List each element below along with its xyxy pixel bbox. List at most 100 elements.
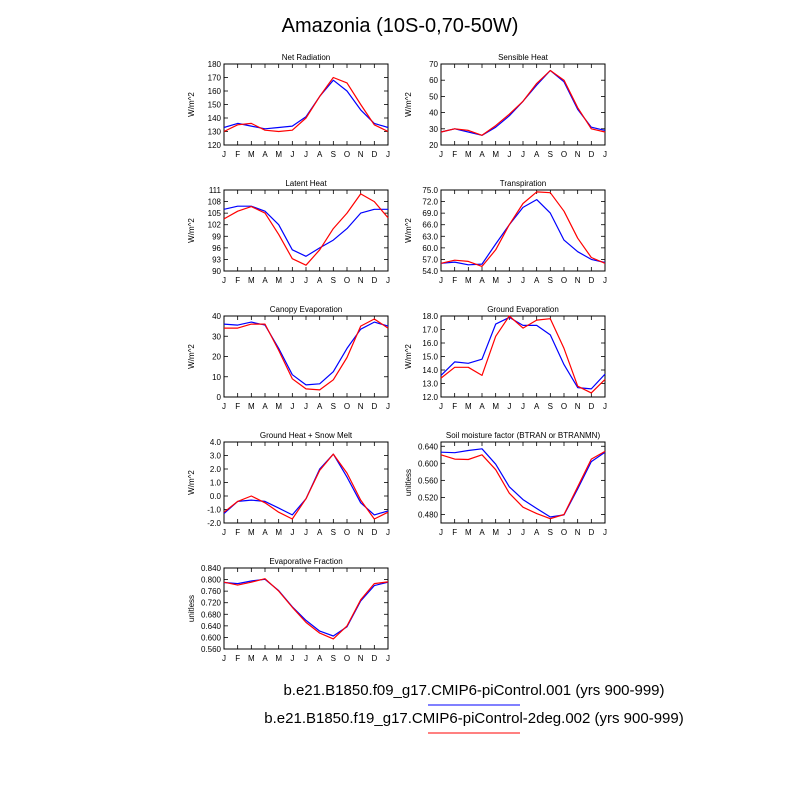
- panel-frame: [440, 189, 606, 272]
- x-tick-label: J: [386, 150, 390, 159]
- x-tick-label: A: [479, 276, 485, 285]
- x-tick-label: O: [344, 528, 350, 537]
- x-tick-label: D: [588, 402, 594, 411]
- series-line-case1: [440, 199, 606, 266]
- y-tick-label: 0.680: [201, 610, 222, 619]
- x-tick-label: S: [548, 150, 553, 159]
- x-tick-label: J: [603, 150, 607, 159]
- y-tick-label: 16.0: [422, 339, 438, 348]
- x-tick-label: J: [507, 528, 511, 537]
- x-tick-label: A: [262, 528, 268, 537]
- x-tick-label: J: [290, 528, 294, 537]
- y-axis-label: W/m^2: [187, 344, 196, 369]
- y-tick-label: 63.0: [422, 232, 438, 241]
- y-tick-label: 102: [208, 221, 222, 230]
- series-line-case2: [440, 191, 606, 267]
- x-tick-label: F: [452, 150, 457, 159]
- series-line-case1: [223, 79, 389, 130]
- x-tick-label: D: [371, 276, 377, 285]
- x-tick-label: M: [492, 528, 499, 537]
- panel-title: Ground Evaporation: [487, 305, 559, 314]
- x-tick-label: F: [452, 528, 457, 537]
- y-tick-label: 0.640: [201, 622, 222, 631]
- x-tick-label: S: [548, 528, 553, 537]
- panel-title: Net Radiation: [282, 53, 330, 62]
- x-tick-label: J: [290, 402, 294, 411]
- y-tick-label: 0.800: [201, 576, 222, 585]
- y-tick-label: 4.0: [210, 438, 222, 447]
- x-tick-label: A: [534, 276, 540, 285]
- x-tick-label: M: [248, 150, 255, 159]
- x-tick-label: M: [492, 402, 499, 411]
- x-tick-label: N: [358, 150, 364, 159]
- x-tick-label: A: [317, 402, 323, 411]
- x-tick-label: J: [304, 402, 308, 411]
- x-tick-label: J: [521, 528, 525, 537]
- legend-label-case1: b.e21.B1850.f09_g17.CMIP6-piControl.001 …: [283, 682, 664, 699]
- y-tick-label: 96: [212, 244, 221, 253]
- x-tick-label: D: [371, 654, 377, 663]
- y-tick-label: 20: [212, 353, 221, 362]
- x-tick-label: A: [262, 150, 268, 159]
- y-tick-label: 30: [212, 332, 221, 341]
- x-tick-label: J: [304, 528, 308, 537]
- x-tick-label: N: [575, 150, 581, 159]
- x-tick-label: A: [317, 150, 323, 159]
- x-tick-label: A: [317, 276, 323, 285]
- series-line-case1: [440, 69, 606, 136]
- x-tick-label: M: [248, 528, 255, 537]
- y-axis-label: W/m^2: [404, 344, 413, 369]
- y-tick-label: 75.0: [422, 186, 438, 195]
- x-tick-label: N: [358, 654, 364, 663]
- x-tick-label: M: [492, 276, 499, 285]
- y-tick-label: 0.520: [418, 493, 439, 502]
- series-line-case1: [223, 453, 389, 516]
- x-tick-label: D: [371, 402, 377, 411]
- panel-title: Canopy Evaporation: [270, 305, 343, 314]
- y-tick-label: 3.0: [210, 452, 222, 461]
- panel-frame: [223, 567, 389, 650]
- x-tick-label: J: [439, 402, 443, 411]
- x-tick-label: N: [358, 528, 364, 537]
- x-tick-label: M: [275, 402, 282, 411]
- x-tick-label: J: [521, 276, 525, 285]
- x-tick-label: M: [465, 402, 472, 411]
- x-tick-label: M: [275, 150, 282, 159]
- y-tick-label: 40: [212, 312, 221, 321]
- x-tick-label: N: [575, 276, 581, 285]
- y-axis-label: W/m^2: [187, 218, 196, 243]
- y-tick-label: 40: [429, 109, 438, 118]
- y-tick-label: 160: [208, 87, 222, 96]
- x-tick-label: J: [290, 150, 294, 159]
- x-tick-label: J: [439, 150, 443, 159]
- x-tick-label: S: [331, 402, 336, 411]
- panel-7: Soil moisture factor (BTRAN or BTRANMN) J…: [404, 431, 607, 537]
- y-tick-label: 0: [217, 393, 222, 402]
- x-tick-label: J: [603, 276, 607, 285]
- series-line-case2: [223, 453, 389, 520]
- y-axis-label: W/m^2: [404, 92, 413, 117]
- series-line-case2: [440, 450, 606, 520]
- y-tick-label: 0.840: [201, 564, 222, 573]
- x-tick-label: A: [262, 654, 268, 663]
- x-tick-label: O: [344, 150, 350, 159]
- x-tick-label: F: [452, 402, 457, 411]
- panel-title: Transpiration: [500, 179, 546, 188]
- y-tick-label: 99: [212, 232, 221, 241]
- panel-frame: [223, 63, 389, 146]
- x-tick-label: J: [439, 528, 443, 537]
- panel-title: Soil moisture factor (BTRAN or BTRANMN): [446, 431, 601, 440]
- x-tick-label: S: [331, 654, 336, 663]
- y-tick-label: 66.0: [422, 221, 438, 230]
- y-tick-label: 54.0: [422, 267, 438, 276]
- legend: b.e21.B1850.f09_g17.CMIP6-piControl.001 …: [264, 682, 684, 734]
- x-tick-label: J: [507, 150, 511, 159]
- x-tick-label: J: [386, 528, 390, 537]
- x-tick-label: F: [235, 150, 240, 159]
- x-tick-label: N: [575, 528, 581, 537]
- x-tick-label: O: [344, 276, 350, 285]
